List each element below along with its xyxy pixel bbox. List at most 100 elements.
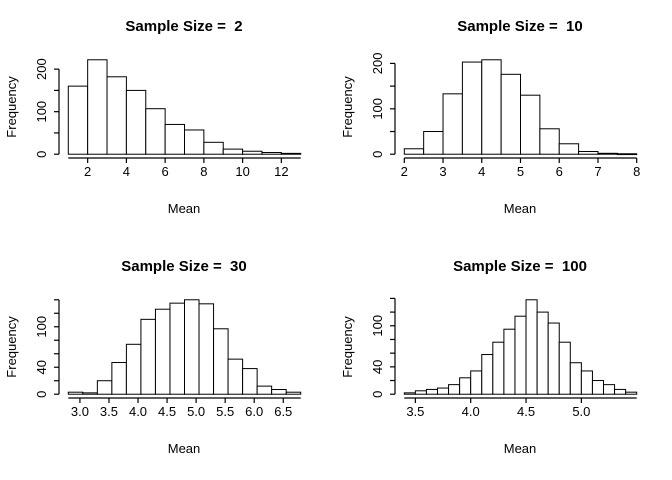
histogram-bar [536,311,549,395]
y-tick-label: 100 [34,101,49,123]
histogram-bar [82,392,98,395]
x-tick-label: 4.0 [129,404,147,419]
histogram-bar [140,318,156,395]
histogram-bar [614,388,627,395]
histogram-bar [591,380,605,395]
histogram-bar [461,61,483,155]
histogram-bar [145,108,166,155]
y-axis-title: Frequency [4,76,19,138]
x-tick-label: 6.0 [245,404,263,419]
histogram-bar [184,299,200,395]
plot-area: 3.0 3.5 4.0 4.5 5.0 5.5 6.0 6.5 0 40 100 [34,299,302,419]
histogram-bar [578,151,599,155]
histogram-bar [169,302,186,395]
histogram-bar [154,308,171,395]
y-tick-label: 40 [34,360,49,374]
y-tick-label: 200 [34,58,49,80]
x-axis-title: Mean [504,441,537,456]
histogram-bar [227,358,244,395]
y-tick-label: 100 [34,316,49,338]
y-tick-label: 100 [370,315,385,337]
x-tick-label: 5 [517,164,524,179]
panel-title: Sample Size = 10 [457,18,583,35]
x-tick-label: 2 [84,164,91,179]
histogram-bar [242,368,258,395]
histogram-panel-sample-size-2: 2 4 6 8 10 12 0 100 200 Sample Size = 2 Mean Fre… [4,18,302,216]
x-tick-label: 2 [401,164,408,179]
y-tick-label: 0 [370,391,385,398]
histogram-bar [222,148,244,155]
x-tick-label: 3.5 [406,404,424,419]
histogram-bar [213,328,229,395]
plot-area: 3.5 4.0 4.5 5.0 0 40 100 [370,297,638,419]
histogram-bar [481,59,502,155]
x-tick-label: 4.5 [517,404,535,419]
histogram-bar [67,85,89,155]
x-tick-label: 8 [200,164,207,179]
x-axis-title: Mean [504,201,537,216]
histogram-bar [459,377,472,395]
y-tick-label: 0 [370,151,385,158]
histogram-bar [625,391,638,395]
x-tick-label: 4.5 [158,404,176,419]
panel-title: Sample Size = 100 [453,258,587,275]
y-tick-label: 0 [34,151,49,158]
x-tick-label: 3 [439,164,446,179]
histogram-bar [442,93,463,155]
y-tick-label: 100 [370,98,385,120]
histogram-bar [403,392,416,395]
x-axis-title: Mean [168,441,201,456]
x-tick-label: 5.0 [572,404,590,419]
histogram-bar [203,141,224,155]
x-tick-label: 10 [235,164,249,179]
histogram-bar [403,148,425,155]
y-axis-title: Frequency [4,316,19,378]
x-tick-label: 12 [274,164,288,179]
histogram-bar [514,315,527,395]
x-tick-label: 8 [633,164,640,179]
histogram-bar [67,391,84,395]
histogram-bar [603,384,616,395]
x-tick-label: 6 [162,164,169,179]
histogram-bar [448,384,461,395]
x-tick-label: 5.5 [216,404,234,419]
histogram-bar [616,153,638,156]
histogram-bar [242,150,263,155]
histogram-bar [414,390,427,395]
histogram-bar [271,389,287,395]
histogram-bar [580,370,593,395]
histogram-bar [547,322,560,395]
x-tick-label: 3.5 [100,404,118,419]
histogram-bar [437,387,450,395]
panel-title: Sample Size = 30 [121,258,247,275]
histogram-bar [106,76,127,155]
histogram-bar [558,143,580,155]
y-axis-title: Frequency [340,316,355,378]
histogram-bar [256,385,273,395]
histogram-bar [503,328,516,395]
x-tick-label: 4.0 [462,404,480,419]
histogram-bar [96,380,113,395]
histogram-bar [492,341,505,395]
histogram-bar [520,94,541,155]
y-axis-title: Frequency [340,76,355,138]
histogram-bar [261,152,282,155]
histogram-bar [558,341,571,395]
histogram-bar [539,128,560,155]
histogram-bar [164,123,186,155]
x-tick-label: 6.5 [274,404,292,419]
histogram-panel-sample-size-100: 3.5 4.0 4.5 5.0 0 40 100 Sample Size = 100 Mea… [340,258,638,456]
x-tick-label: 5.0 [187,404,205,419]
histogram-bar [525,299,538,395]
histogram-bar [198,303,215,395]
panel-title: Sample Size = 2 [125,18,242,35]
histogram-bar [87,59,108,155]
x-tick-label: 6 [556,164,563,179]
y-tick-label: 200 [370,53,385,75]
histogram-bar [481,354,494,395]
histogram-panel-sample-size-10: 2 3 4 5 6 7 8 0 100 200 Sample Size = 10 Mean Fre… [340,18,640,216]
histogram-bar [470,370,483,395]
y-tick-label: 40 [370,360,385,374]
histogram-bar [111,362,127,395]
